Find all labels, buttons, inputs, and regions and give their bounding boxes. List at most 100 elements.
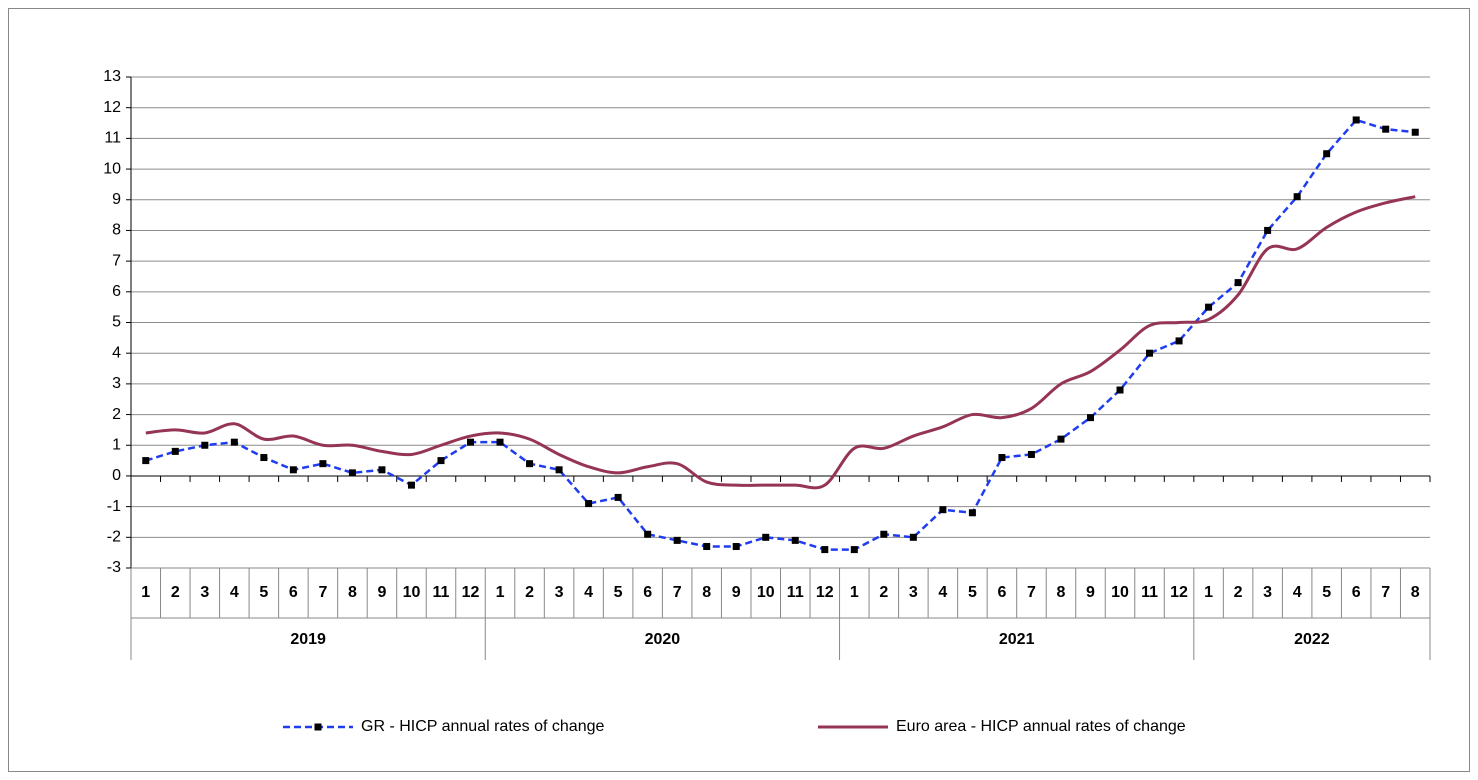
x-tick-label: 5: [968, 584, 977, 601]
data-point: [496, 438, 504, 446]
x-group-label: 2022: [1294, 631, 1330, 648]
data-point: [1293, 193, 1301, 201]
y-tick-label: 11: [104, 130, 121, 147]
x-tick-label: 12: [1170, 584, 1188, 601]
data-point: [1146, 349, 1154, 357]
x-tick-label: 9: [1086, 584, 1095, 601]
x-tick-label: 6: [643, 584, 652, 601]
data-point: [555, 466, 563, 474]
data-point: [1264, 226, 1272, 234]
data-point: [526, 460, 534, 468]
data-point: [585, 500, 593, 508]
data-point: [1234, 279, 1242, 287]
y-tick-label: -1: [107, 498, 121, 515]
data-point: [821, 546, 829, 554]
data-point: [171, 447, 179, 455]
x-tick-label: 6: [997, 584, 1006, 601]
x-tick-label: 12: [462, 584, 480, 601]
x-tick-label: 9: [377, 584, 386, 601]
x-tick-label: 2: [525, 584, 534, 601]
data-point: [673, 536, 681, 544]
x-tick-label: 5: [1322, 584, 1331, 601]
data-point: [998, 454, 1006, 462]
data-point: [260, 454, 268, 462]
x-group-label: 2020: [645, 631, 681, 648]
data-point: [1086, 414, 1094, 422]
data-point: [1205, 303, 1213, 311]
data-point: [1175, 337, 1183, 345]
x-tick-label: 3: [555, 584, 564, 601]
y-tick-label: -3: [107, 559, 121, 576]
y-tick-label: 3: [112, 375, 121, 392]
data-point: [968, 509, 976, 517]
x-group-label: 2021: [999, 631, 1035, 648]
data-point: [201, 441, 209, 449]
x-tick-label: 10: [757, 584, 775, 601]
data-point: [880, 530, 888, 538]
x-tick-label: 1: [496, 584, 505, 601]
data-point: [378, 466, 386, 474]
x-group-label: 2019: [290, 631, 326, 648]
y-tick-label: 9: [112, 191, 121, 208]
x-tick-label: 4: [584, 584, 593, 601]
data-point: [230, 438, 238, 446]
y-tick-label: 8: [112, 222, 121, 239]
x-tick-label: 11: [1141, 584, 1158, 601]
x-tick-label: 6: [1352, 584, 1361, 601]
x-tick-label: 7: [1381, 584, 1390, 601]
data-point: [142, 457, 150, 465]
x-tick-label: 3: [1263, 584, 1272, 601]
data-point: [732, 543, 740, 551]
y-tick-label: 7: [112, 252, 121, 269]
data-point: [1057, 435, 1065, 443]
data-point: [614, 493, 622, 501]
data-point: [1352, 116, 1360, 124]
x-tick-label: 4: [938, 584, 947, 601]
legend-label: GR - HICP annual rates of change: [361, 718, 604, 735]
x-tick-label: 2: [171, 584, 180, 601]
x-tick-label: 9: [732, 584, 741, 601]
x-tick-label: 7: [318, 584, 327, 601]
data-point: [850, 546, 858, 554]
x-tick-label: 3: [200, 584, 209, 601]
y-tick-label: 2: [112, 406, 121, 423]
x-tick-label: 5: [259, 584, 268, 601]
data-point: [348, 469, 356, 477]
data-point: [467, 438, 475, 446]
data-point: [1116, 386, 1124, 394]
chart-frame: [8, 8, 1470, 772]
legend-marker: [314, 723, 322, 731]
x-tick-label: 1: [141, 584, 150, 601]
x-tick-label: 10: [403, 584, 421, 601]
x-tick-label: 6: [289, 584, 298, 601]
x-tick-label: 2: [879, 584, 888, 601]
data-point: [939, 506, 947, 514]
y-tick-label: 0: [112, 467, 121, 484]
data-point: [762, 533, 770, 541]
x-tick-label: 1: [850, 584, 859, 601]
data-point: [1027, 450, 1035, 458]
y-tick-label: 1: [112, 436, 121, 453]
x-tick-label: 1: [1204, 584, 1213, 601]
data-point: [644, 530, 652, 538]
x-tick-label: 4: [230, 584, 239, 601]
series-line: [145, 118, 1416, 551]
x-tick-label: 10: [1111, 584, 1129, 601]
legend-label: Euro area - HICP annual rates of change: [896, 718, 1186, 735]
x-tick-label: 7: [673, 584, 682, 601]
y-tick-label: 6: [112, 283, 121, 300]
data-point: [437, 457, 445, 465]
data-point: [1323, 150, 1331, 158]
data-point: [791, 536, 799, 544]
y-tick-label: 5: [112, 314, 121, 331]
x-tick-label: 2: [1234, 584, 1243, 601]
x-tick-label: 8: [1057, 584, 1066, 601]
x-tick-label: 4: [1293, 584, 1302, 601]
data-point: [909, 533, 917, 541]
x-tick-label: 5: [614, 584, 623, 601]
x-tick-label: 7: [1027, 584, 1036, 601]
x-tick-label: 11: [787, 584, 804, 601]
y-tick-label: 10: [103, 160, 121, 177]
x-tick-label: 8: [702, 584, 711, 601]
